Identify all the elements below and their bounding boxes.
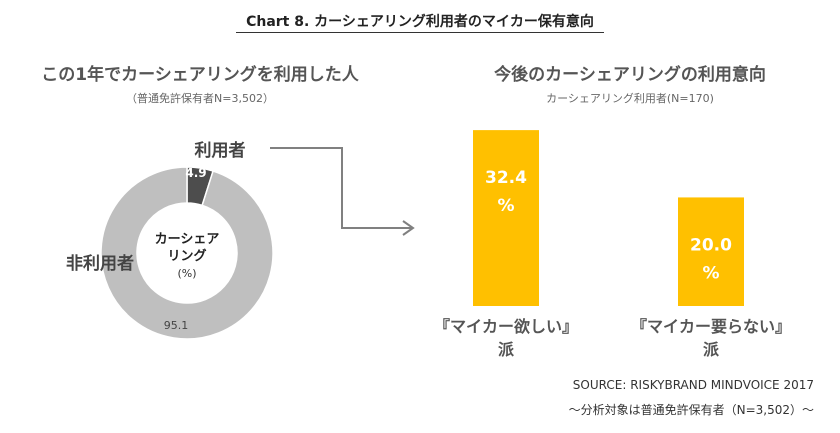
bar-unit-label-2: % — [702, 263, 719, 283]
bar-panel-title: 今後のカーシェアリングの利用意向 — [494, 65, 766, 85]
donut-value-user: 4.9 — [185, 166, 206, 180]
bar-category-label-1-line2: 派 — [498, 340, 515, 359]
connector-arrow-head — [402, 220, 415, 236]
bar-category-label-2-line1: 『マイカー要らない』 — [631, 317, 791, 336]
bar-unit-label-1: % — [497, 196, 514, 216]
bar-1 — [473, 130, 539, 306]
bar-value-label-1: 32.4 — [485, 168, 527, 188]
donut-panel-subtitle: （普通免許保有者N=3,502） — [126, 92, 274, 105]
donut-panel-title: この1年でカーシェアリングを利用した人 — [41, 65, 359, 85]
donut-slice-nonuser — [100, 166, 274, 340]
donut-category-nonuser: 非利用者 — [66, 253, 134, 274]
bar-category-label-2-line2: 派 — [703, 340, 720, 359]
connector-arrow — [270, 147, 415, 236]
title-underline — [236, 32, 604, 33]
donut-center-label-line1: カーシェア — [155, 232, 220, 247]
source-note: SOURCE: RISKYBRAND MINDVOICE 2017 — [572, 378, 814, 392]
donut-value-nonuser: 95.1 — [164, 319, 189, 332]
bar-category-label-1-line1: 『マイカー欲しい』 — [434, 317, 578, 336]
analysis-note: ～分析対象は普通免許保有者（N=3,502）～ — [568, 403, 814, 417]
bar-2 — [678, 197, 744, 306]
bar-panel-subtitle: カーシェアリング利用者(N=170) — [546, 92, 714, 105]
donut-category-user: 利用者 — [195, 140, 246, 161]
chart-title: Chart 8. カーシェアリング利用者のマイカー保有意向 — [246, 14, 594, 30]
bar-value-label-2: 20.0 — [690, 235, 732, 255]
connector-arrow-line — [270, 147, 412, 229]
donut-center-label-line2: リング — [167, 248, 206, 264]
bar-chart: 32.4%『マイカー欲しい』派20.0%『マイカー要らない』派 — [434, 130, 791, 359]
donut-center-unit: (%) — [177, 267, 196, 280]
